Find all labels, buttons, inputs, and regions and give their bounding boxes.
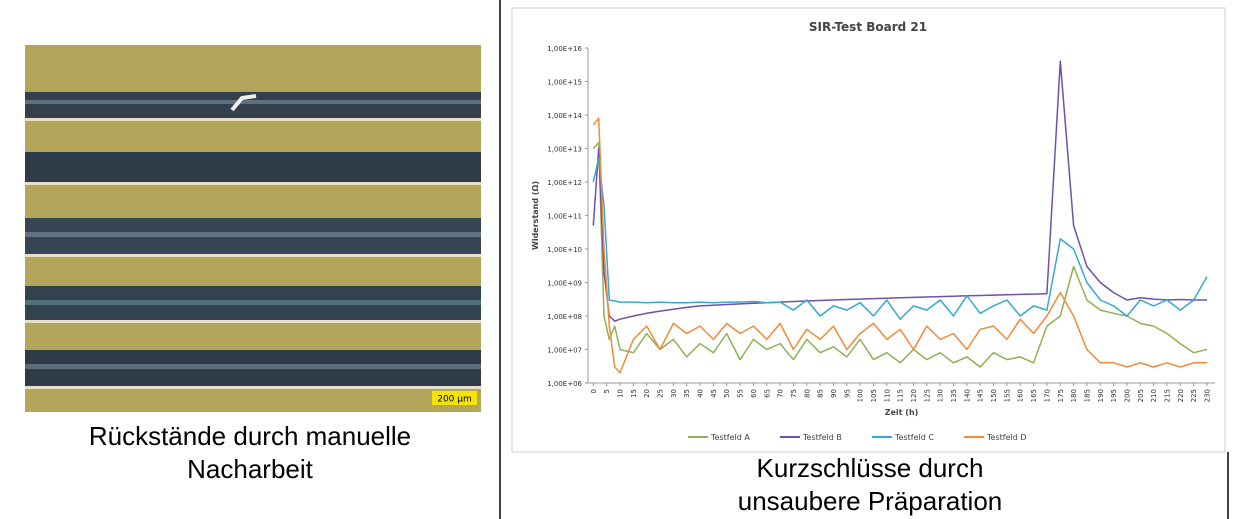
x-tick-label: 40: [697, 389, 705, 398]
x-tick-label: 30: [670, 389, 678, 398]
y-axis-label: Widerstand (Ω): [531, 181, 540, 250]
photo: [25, 45, 481, 412]
x-tick-label: 0: [590, 389, 598, 393]
y-tick-label: 1,00E+08: [547, 313, 582, 321]
x-tick-label: 215: [1163, 389, 1171, 402]
x-tick-label: 15: [630, 389, 638, 398]
x-tick-label: 165: [1030, 389, 1038, 402]
x-tick-label: 100: [857, 389, 865, 402]
x-tick-label: 90: [830, 389, 838, 398]
x-tick-label: 35: [683, 389, 691, 398]
y-tick-label: 1,00E+15: [547, 79, 582, 87]
x-tick-label: 60: [750, 389, 758, 398]
x-tick-label: 155: [1003, 389, 1011, 402]
series-line: [593, 118, 1207, 373]
x-tick-label: 20: [643, 389, 651, 398]
y-tick-label: 1,00E+14: [547, 112, 582, 120]
y-tick-label: 1,00E+10: [547, 246, 582, 254]
x-tick-label: 10: [617, 389, 625, 398]
x-tick-label: 180: [1070, 389, 1078, 402]
page: {"left": {"caption": "Rückstände durch m…: [0, 0, 1244, 519]
y-tick-label: 1,00E+12: [547, 179, 582, 187]
x-tick-label: 150: [990, 389, 998, 402]
x-tick-label: 25: [657, 389, 665, 398]
y-tick-label: 1,00E+16: [547, 45, 582, 53]
x-tick-label: 210: [1150, 389, 1158, 402]
series-line: [593, 61, 1207, 321]
x-tick-label: 170: [1043, 389, 1051, 402]
x-tick-label: 75: [790, 389, 798, 398]
x-tick-label: 50: [723, 389, 731, 398]
x-tick-label: 175: [1057, 389, 1065, 402]
x-tick-label: 45: [710, 389, 718, 398]
y-tick-label: 1,00E+13: [547, 146, 582, 154]
x-tick-label: 115: [897, 389, 905, 402]
chart: SIR-Test Board 21 Widerstand (Ω) Zeit (h) 1…: [531, 20, 1215, 442]
left-caption: Rückstände durch manuelle Nacharbeit: [50, 420, 450, 486]
x-tick-label: 185: [1083, 389, 1091, 402]
x-tick-label: 200: [1123, 389, 1131, 402]
y-tick-label: 1,00E+11: [547, 213, 582, 221]
x-tick-label: 80: [803, 389, 811, 398]
x-tick-label: 95: [843, 389, 851, 398]
x-tick-label: 160: [1017, 389, 1025, 402]
x-tick-label: 195: [1110, 389, 1118, 402]
legend-label: Testfeld D: [986, 433, 1027, 442]
legend-label: Testfeld A: [710, 433, 750, 442]
x-tick-label: 220: [1177, 389, 1185, 402]
x-tick-label: 105: [870, 389, 878, 402]
x-axis-label: Zeit (h): [885, 408, 919, 417]
x-tick-label: 230: [1203, 389, 1211, 402]
x-tick-label: 65: [763, 389, 771, 398]
x-tick-label: 120: [910, 389, 918, 402]
x-tick-label: 190: [1097, 389, 1105, 402]
x-tick-label: 145: [977, 389, 985, 402]
x-tick-label: 55: [737, 389, 745, 398]
legend-label: Testfeld B: [802, 433, 842, 442]
x-tick-label: 130: [937, 389, 945, 402]
x-tick-label: 110: [883, 389, 891, 402]
y-tick-label: 1,00E+09: [547, 280, 582, 288]
y-tick-label: 1,00E+07: [547, 347, 582, 355]
chart-title: SIR-Test Board 21: [809, 20, 927, 34]
x-tick-label: 70: [777, 389, 785, 398]
x-tick-label: 140: [963, 389, 971, 402]
x-tick-label: 225: [1190, 389, 1198, 402]
x-tick-label: 5: [603, 389, 611, 393]
x-tick-label: 135: [950, 389, 958, 402]
series-line: [593, 159, 1207, 320]
x-tick-label: 85: [817, 389, 825, 398]
x-tick-label: 125: [923, 389, 931, 402]
y-tick-label: 1,00E+06: [547, 380, 582, 388]
chart-frame: [512, 8, 1225, 452]
scale-bar-label: 200 µm: [437, 395, 472, 405]
legend-label: Testfeld C: [894, 433, 934, 442]
right-caption: Kurzschlüsse durch unsaubere Präparation: [715, 452, 1025, 518]
x-tick-label: 205: [1137, 389, 1145, 402]
